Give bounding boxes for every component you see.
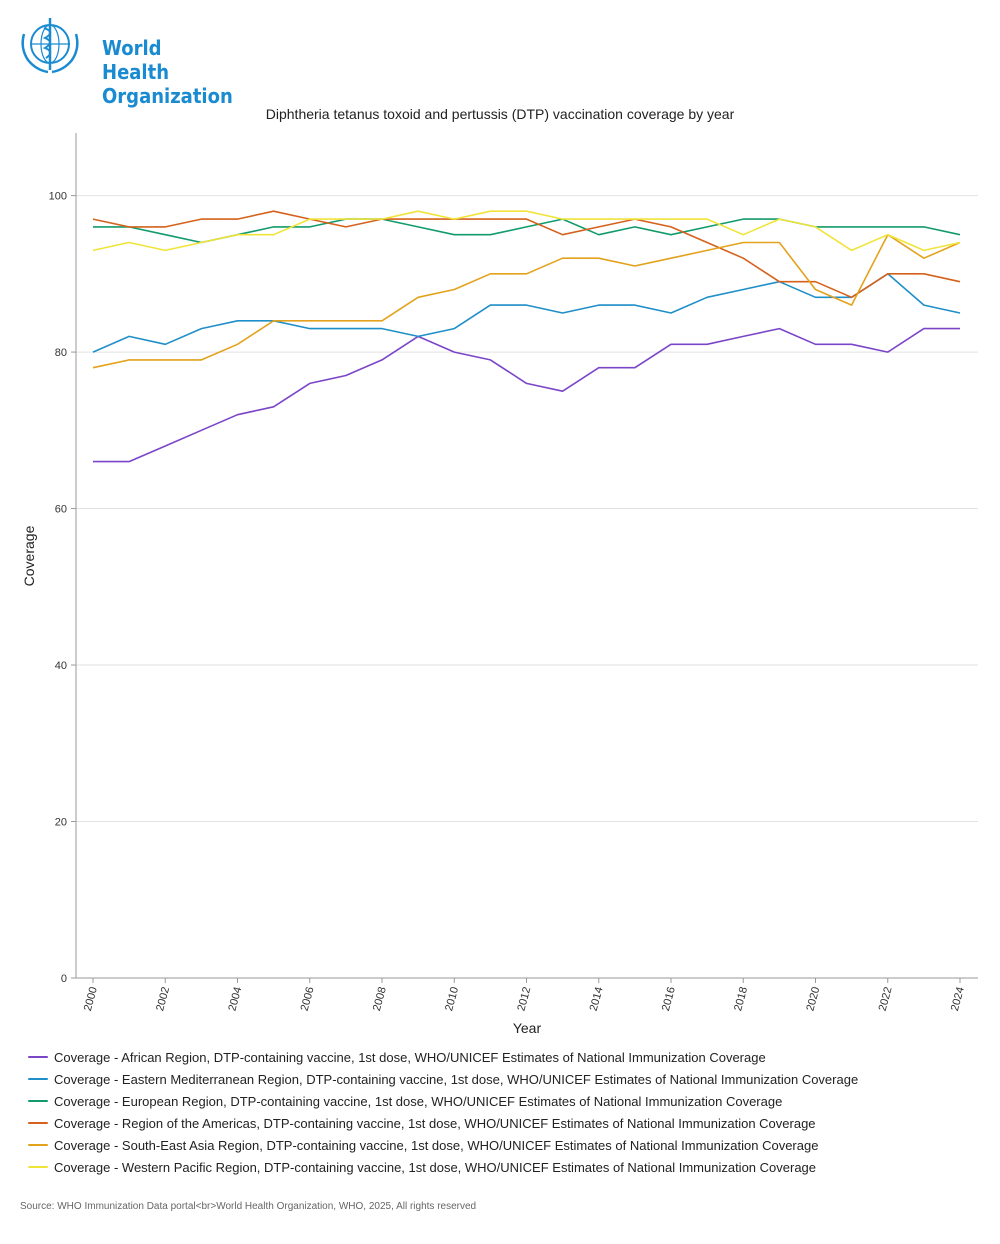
series-line-2 (93, 218, 961, 244)
legend-label: Coverage - African Region, DTP-containin… (54, 1049, 766, 1065)
x-tick-label: 2014 (588, 986, 606, 1013)
x-tick-label: 2002 (154, 986, 172, 1013)
legend-label: Coverage - European Region, DTP-containi… (54, 1093, 783, 1109)
legend-item[interactable]: Coverage - Region of the Americas, DTP-c… (28, 1112, 988, 1134)
axes (75, 133, 978, 983)
legend-label: Coverage - South-East Asia Region, DTP-c… (54, 1137, 819, 1153)
x-tick-label: 2006 (299, 986, 317, 1013)
series-line-1 (92, 272, 961, 353)
legend-swatch (28, 1056, 48, 1058)
source-note: Source: WHO Immunization Data portal<br>… (20, 1201, 477, 1212)
y-tick-label: 40 (55, 660, 67, 672)
legend-swatch (28, 1166, 48, 1168)
org-name-line1: World Health (102, 36, 170, 84)
org-name-line2: Organization (102, 84, 233, 108)
legend-label: Coverage - Region of the Americas, DTP-c… (54, 1115, 816, 1131)
legend-label: Coverage - Western Pacific Region, DTP-c… (54, 1159, 817, 1175)
legend-swatch (28, 1100, 48, 1102)
chart-title: Diphtheria tetanus toxoid and pertussis … (265, 106, 735, 122)
series-line-0 (93, 327, 960, 463)
grid-lines (71, 195, 978, 979)
x-tick-label: 2012 (515, 986, 533, 1013)
y-tick-label: 100 (49, 191, 67, 203)
x-tick-label: 2010 (443, 986, 461, 1013)
legend-item[interactable]: Coverage - European Region, DTP-containi… (28, 1090, 988, 1112)
x-tick-label: 2024 (949, 986, 967, 1013)
legend-item[interactable]: Coverage - African Region, DTP-containin… (28, 1046, 988, 1068)
y-tick-label: 80 (55, 347, 67, 359)
x-tick-labels: 2000 2002 2004 2006 2008 2010 2012 2014 2016 2018… (82, 986, 967, 1013)
x-tick-label: 2018 (732, 986, 750, 1013)
x-tick-label: 2020 (804, 986, 822, 1013)
legend-swatch (28, 1078, 48, 1080)
series-lines (92, 210, 961, 463)
x-tick-label: 2022 (877, 986, 895, 1013)
who-logo: World Health Organization (14, 14, 233, 108)
x-tick-label: 2008 (371, 986, 389, 1013)
y-tick-label: 0 (61, 973, 67, 985)
legend-item[interactable]: Coverage - Eastern Mediterranean Region,… (28, 1068, 988, 1090)
x-tick-label: 2004 (226, 986, 244, 1013)
series-line-5 (92, 210, 961, 252)
legend-swatch (28, 1144, 48, 1146)
legend-swatch (28, 1122, 48, 1124)
x-axis-label: Year (513, 1020, 542, 1036)
x-tick-label: 2000 (82, 986, 100, 1013)
legend-item[interactable]: Coverage - Western Pacific Region, DTP-c… (28, 1156, 988, 1178)
y-tick-labels: 0 20 40 60 80 100 (49, 191, 67, 985)
legend-label: Coverage - Eastern Mediterranean Region,… (54, 1071, 859, 1087)
y-axis-label: Coverage (21, 525, 37, 586)
who-emblem-icon (21, 18, 79, 74)
chart-legend: Coverage - African Region, DTP-containin… (28, 1046, 988, 1178)
y-tick-label: 60 (55, 504, 67, 516)
line-chart: 0 20 40 60 80 100 2000 2002 2004 2006 2008 2010 201… (21, 133, 978, 1036)
y-tick-label: 20 (55, 817, 67, 829)
org-name: World Health Organization (102, 36, 233, 108)
series-line-3 (92, 210, 961, 299)
x-tick-label: 2016 (660, 986, 678, 1013)
series-line-4 (92, 233, 961, 369)
legend-item[interactable]: Coverage - South-East Asia Region, DTP-c… (28, 1134, 988, 1156)
